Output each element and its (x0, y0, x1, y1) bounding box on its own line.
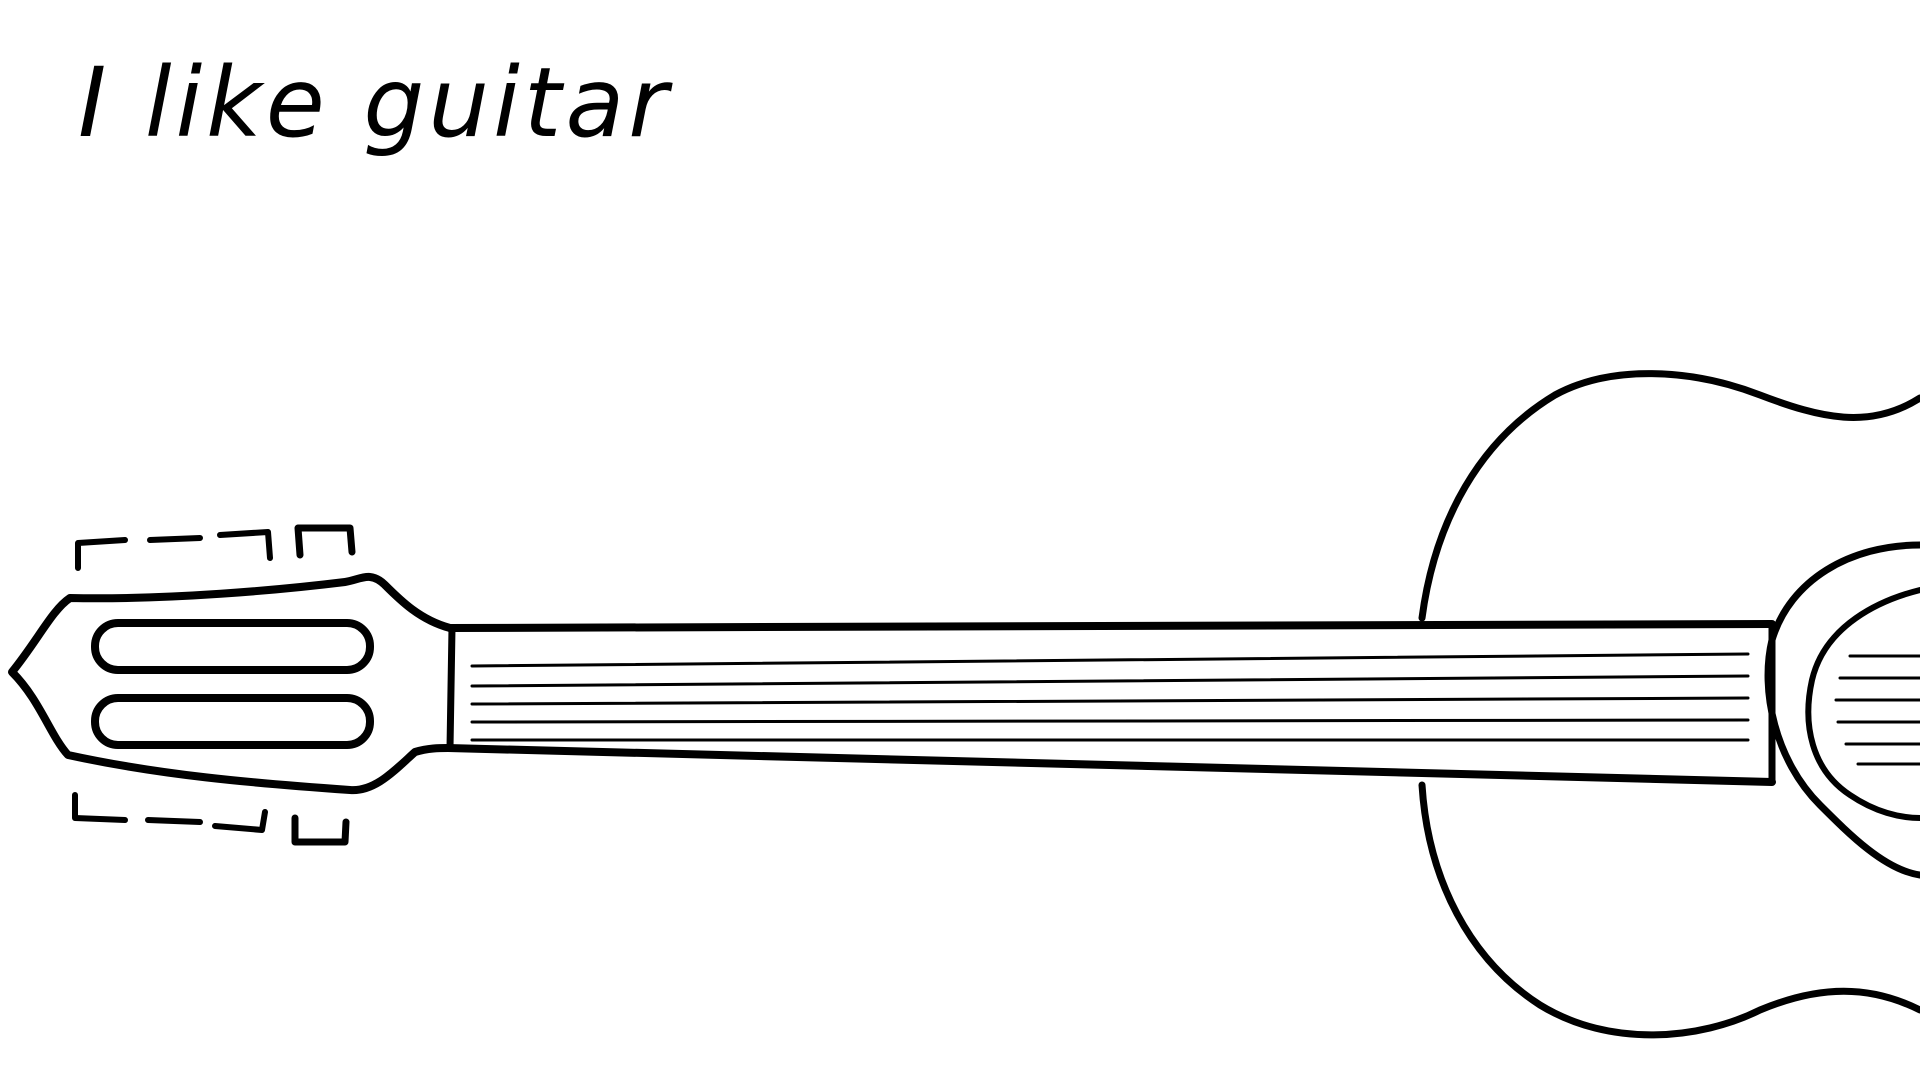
tuning-peg-icon (217, 529, 273, 561)
string-3 (470, 696, 1750, 706)
tuning-peg-icon (72, 792, 128, 823)
tuning-peg-icon (294, 524, 356, 559)
tuning-peg-icon (75, 537, 128, 571)
string-4 (470, 718, 1750, 724)
caption-text: I like guitar (78, 47, 672, 159)
guitar-body-upper-bout (1418, 370, 1920, 622)
tuning-peg-icon (212, 809, 268, 833)
tuning-peg-icon (147, 535, 203, 543)
guitar-body-lower-bout (1418, 781, 1920, 1039)
tuning-peg-icon (145, 817, 203, 825)
tuning-pegs-bottom (72, 792, 350, 846)
guitar-strings (470, 652, 1750, 742)
tuning-pegs-top (75, 524, 356, 571)
headstock-slot-lower (91, 694, 374, 749)
sound-hole-inner-ring (1805, 587, 1920, 821)
string-1 (470, 652, 1750, 668)
headstock-slot-upper (91, 619, 374, 674)
tuning-peg-icon (291, 814, 350, 846)
string-2 (470, 674, 1750, 688)
sound-hole-strings (1834, 654, 1920, 766)
guitar-headstock (8, 572, 454, 795)
guitar-neck-top-edge (446, 620, 1776, 632)
guitar-neck-bottom-edge (444, 744, 1776, 786)
guitar-nut (446, 624, 456, 752)
